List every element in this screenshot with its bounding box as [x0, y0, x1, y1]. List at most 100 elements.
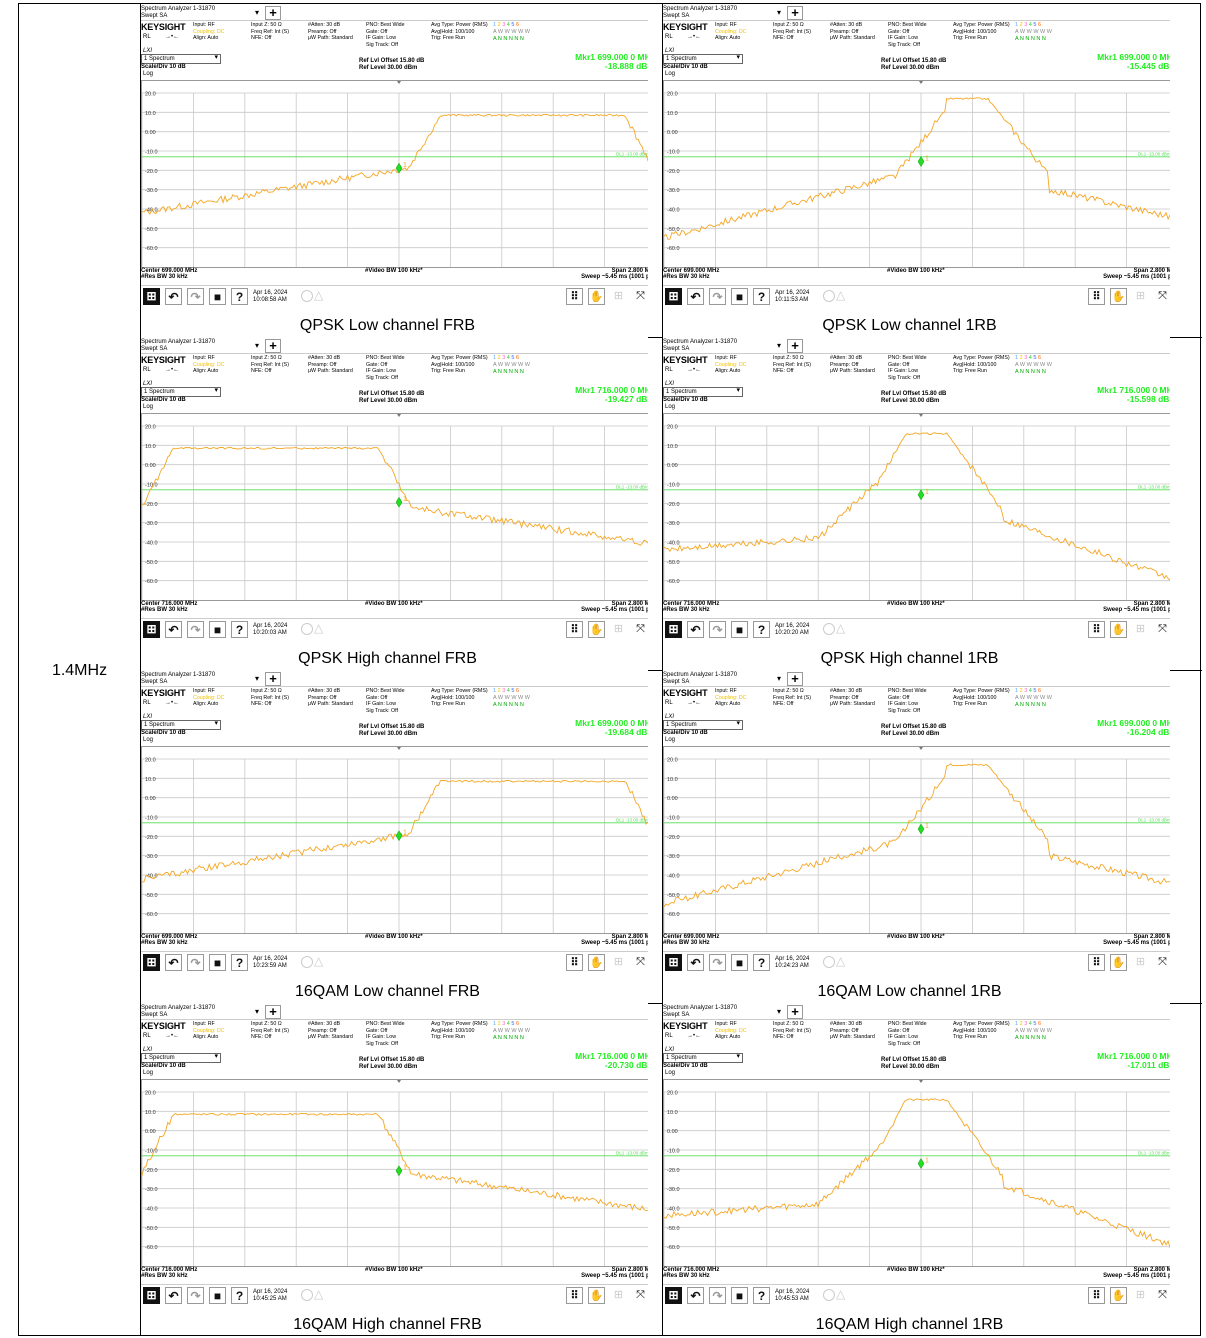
touch-icon[interactable]: ✋: [588, 954, 605, 971]
avg-settings[interactable]: Avg Type: Power (RMS) Avg|Hold: 100/100 Tr…: [431, 1021, 488, 1041]
windows-icon[interactable]: ⊞: [143, 954, 160, 971]
windows-icon[interactable]: ⊞: [665, 288, 682, 305]
spectrum-selector[interactable]: 1 Spectrum: [141, 1053, 221, 1063]
marker-diamond-icon[interactable]: [917, 156, 925, 168]
redo-icon[interactable]: ↷: [709, 954, 726, 971]
touch-icon[interactable]: ✋: [1110, 288, 1127, 305]
input-settings[interactable]: Input: RF Coupling: DC Align: Auto: [715, 1021, 747, 1041]
tab-dropdown-icon[interactable]: ▾: [777, 8, 782, 17]
chat-icon[interactable]: [301, 623, 313, 635]
undo-icon[interactable]: ↶: [687, 1287, 704, 1304]
spectrum-plot[interactable]: 20.0 10.0 0.00 -10.0 -20.0 -30.0 -40.0 -50.0 -60…: [141, 746, 648, 934]
spectrum-selector[interactable]: 1 Spectrum: [663, 720, 743, 730]
freq-settings[interactable]: Input Z: 50 Ω Freq Ref: Int (S) NFE: Off: [773, 355, 811, 375]
windows-tile-icon[interactable]: ⊞: [613, 1289, 624, 1301]
alert-icon[interactable]: △: [836, 1287, 846, 1301]
windows-tile-icon[interactable]: ⊞: [1135, 956, 1146, 968]
grid-icon[interactable]: ⠿: [566, 1287, 583, 1304]
avg-settings[interactable]: Avg Type: Power (RMS) Avg|Hold: 100/100 Tr…: [431, 688, 488, 708]
help-icon[interactable]: ?: [231, 621, 248, 638]
help-icon[interactable]: ?: [231, 288, 248, 305]
help-icon[interactable]: ?: [231, 954, 248, 971]
alert-icon[interactable]: △: [314, 621, 324, 635]
input-settings[interactable]: Input: RF Coupling: DC Align: Auto: [715, 22, 747, 42]
add-screen-button[interactable]: +: [265, 1005, 281, 1019]
tab-dropdown-icon[interactable]: ▾: [255, 341, 260, 350]
fullscreen-icon[interactable]: ⤧: [1158, 956, 1167, 968]
sweep-settings[interactable]: PNO: Best Wide Gate: Off IF Gain: Low Sig T…: [366, 1021, 405, 1047]
fullscreen-icon[interactable]: ⤧: [1158, 623, 1167, 635]
windows-icon[interactable]: ⊞: [665, 1287, 682, 1304]
spectrum-selector[interactable]: 1 Spectrum: [663, 1053, 743, 1063]
freq-settings[interactable]: Input Z: 50 Ω Freq Ref: Int (S) NFE: Off: [773, 22, 811, 42]
atten-settings[interactable]: #Atten: 30 dB Preamp: Off μW Path: Standar…: [830, 22, 875, 42]
undo-icon[interactable]: ↶: [687, 621, 704, 638]
sweep-settings[interactable]: PNO: Best Wide Gate: Off IF Gain: Low Sig T…: [888, 688, 927, 714]
redo-icon[interactable]: ↷: [709, 1287, 726, 1304]
fullscreen-icon[interactable]: ⤧: [636, 1289, 645, 1301]
windows-icon[interactable]: ⊞: [665, 954, 682, 971]
tab-dropdown-icon[interactable]: ▾: [777, 341, 782, 350]
avg-settings[interactable]: Avg Type: Power (RMS) Avg|Hold: 100/100 Tr…: [431, 22, 488, 42]
marker-diamond-icon[interactable]: [395, 162, 403, 174]
sweep-settings[interactable]: PNO: Best Wide Gate: Off IF Gain: Low Sig T…: [366, 355, 405, 381]
freq-settings[interactable]: Input Z: 50 Ω Freq Ref: Int (S) NFE: Off: [251, 355, 289, 375]
chat-icon[interactable]: [823, 956, 835, 968]
spectrum-plot[interactable]: 20.0 10.0 0.00 -10.0 -20.0 -30.0 -40.0 -50.0 -60…: [141, 1079, 648, 1267]
folder-icon[interactable]: ■: [731, 954, 748, 971]
redo-icon[interactable]: ↷: [709, 621, 726, 638]
grid-icon[interactable]: ⠿: [1088, 288, 1105, 305]
avg-settings[interactable]: Avg Type: Power (RMS) Avg|Hold: 100/100 Tr…: [953, 688, 1010, 708]
touch-icon[interactable]: ✋: [1110, 954, 1127, 971]
spectrum-plot[interactable]: 20.0 10.0 0.00 -10.0 -20.0 -30.0 -40.0 -50.0 -60…: [663, 746, 1170, 934]
fullscreen-icon[interactable]: ⤧: [1158, 1289, 1167, 1301]
undo-icon[interactable]: ↶: [687, 288, 704, 305]
windows-tile-icon[interactable]: ⊞: [613, 623, 624, 635]
atten-settings[interactable]: #Atten: 30 dB Preamp: Off μW Path: Standar…: [308, 355, 353, 375]
add-screen-button[interactable]: +: [265, 672, 281, 686]
freq-settings[interactable]: Input Z: 50 Ω Freq Ref: Int (S) NFE: Off: [251, 1021, 289, 1041]
add-screen-button[interactable]: +: [787, 1005, 803, 1019]
help-icon[interactable]: ?: [753, 954, 770, 971]
folder-icon[interactable]: ■: [731, 288, 748, 305]
atten-settings[interactable]: #Atten: 30 dB Preamp: Off μW Path: Standar…: [308, 22, 353, 42]
grid-icon[interactable]: ⠿: [1088, 621, 1105, 638]
avg-settings[interactable]: Avg Type: Power (RMS) Avg|Hold: 100/100 Tr…: [953, 1021, 1010, 1041]
sweep-settings[interactable]: PNO: Best Wide Gate: Off IF Gain: Low Sig T…: [366, 688, 405, 714]
fullscreen-icon[interactable]: ⤧: [1158, 290, 1167, 302]
alert-icon[interactable]: △: [836, 621, 846, 635]
alert-icon[interactable]: △: [314, 954, 324, 968]
spectrum-selector[interactable]: 1 Spectrum: [141, 720, 221, 730]
fullscreen-icon[interactable]: ⤧: [636, 956, 645, 968]
folder-icon[interactable]: ■: [209, 1287, 226, 1304]
alert-icon[interactable]: △: [314, 288, 324, 302]
help-icon[interactable]: ?: [753, 1287, 770, 1304]
spectrum-selector[interactable]: 1 Spectrum: [141, 54, 221, 64]
marker-diamond-icon[interactable]: [395, 1165, 403, 1177]
undo-icon[interactable]: ↶: [165, 288, 182, 305]
sweep-settings[interactable]: PNO: Best Wide Gate: Off IF Gain: Low Sig T…: [888, 355, 927, 381]
spectrum-plot[interactable]: 20.0 10.0 0.00 -10.0 -20.0 -30.0 -40.0 -50.0 -60…: [663, 80, 1170, 268]
add-screen-button[interactable]: +: [787, 339, 803, 353]
input-settings[interactable]: Input: RF Coupling: DC Align: Auto: [193, 22, 225, 42]
folder-icon[interactable]: ■: [209, 954, 226, 971]
help-icon[interactable]: ?: [753, 621, 770, 638]
atten-settings[interactable]: #Atten: 30 dB Preamp: Off μW Path: Standar…: [830, 1021, 875, 1041]
add-screen-button[interactable]: +: [265, 6, 281, 20]
grid-icon[interactable]: ⠿: [566, 621, 583, 638]
tab-dropdown-icon[interactable]: ▾: [255, 8, 260, 17]
folder-icon[interactable]: ■: [731, 621, 748, 638]
spectrum-plot[interactable]: 20.0 10.0 0.00 -10.0 -20.0 -30.0 -40.0 -50.0 -60…: [141, 80, 648, 268]
windows-tile-icon[interactable]: ⊞: [1135, 623, 1146, 635]
marker-diamond-icon[interactable]: [917, 823, 925, 835]
input-settings[interactable]: Input: RF Coupling: DC Align: Auto: [715, 688, 747, 708]
atten-settings[interactable]: #Atten: 30 dB Preamp: Off μW Path: Standar…: [308, 688, 353, 708]
help-icon[interactable]: ?: [231, 1287, 248, 1304]
sweep-settings[interactable]: PNO: Best Wide Gate: Off IF Gain: Low Sig T…: [366, 22, 405, 48]
marker-diamond-icon[interactable]: [917, 489, 925, 501]
spectrum-plot[interactable]: 20.0 10.0 0.00 -10.0 -20.0 -30.0 -40.0 -50.0 -60…: [141, 413, 648, 601]
